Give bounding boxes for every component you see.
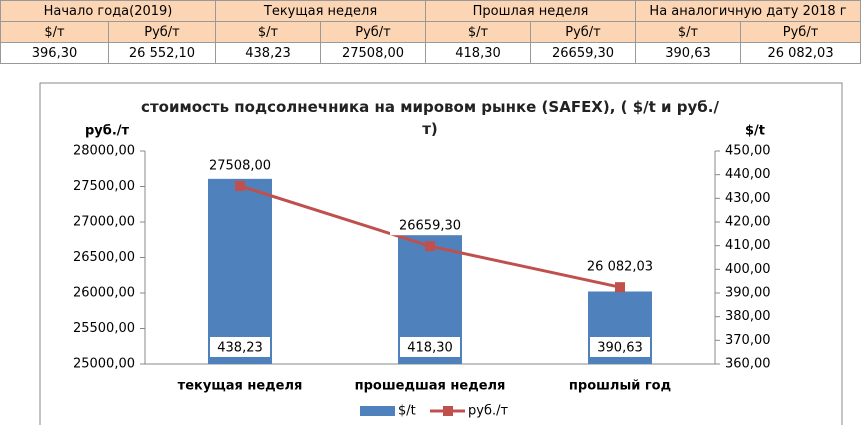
y-tick-label: 28000,00 (73, 144, 135, 159)
value-cell: 27508,00 (319, 42, 427, 64)
data-label: 418,30 (407, 341, 453, 356)
unit-cell: $/т (215, 21, 321, 43)
unit-cell: $/т (0, 21, 109, 43)
x-tick-label: текущая неделя (178, 379, 303, 394)
table-header: Начало года(2019) (0, 0, 216, 22)
table-header: Текущая неделя (214, 0, 427, 22)
y-tick-label: 26000,00 (73, 286, 135, 301)
y-tick-label: 27000,00 (73, 215, 135, 230)
value-cell: 396,30 (0, 42, 109, 64)
y2-tick-label: 390,00 (725, 286, 771, 301)
unit-cell: $/т (635, 21, 742, 43)
unit-cell: Руб/т (108, 21, 216, 43)
y2-tick-label: 450,00 (725, 144, 771, 159)
value-cell: 418,30 (425, 42, 532, 64)
y-tick-label: 25500,00 (73, 321, 135, 336)
value-cell: 26 552,10 (108, 42, 216, 64)
data-label: 438,23 (217, 341, 263, 356)
value-cell: 438,23 (215, 42, 321, 64)
y2-tick-label: 420,00 (725, 215, 771, 230)
x-tick-label: прошедшая неделя (355, 379, 506, 394)
legend-label: $/t (398, 404, 416, 419)
line-marker (425, 241, 435, 252)
data-label: 390,63 (597, 341, 643, 356)
price-table: Начало года(2019) Текущая неделя Прошлая н… (0, 0, 861, 64)
legend-swatch (443, 406, 453, 416)
table-header: Прошлая неделя (425, 0, 637, 22)
y2-tick-label: 370,00 (725, 333, 771, 348)
data-label-box (580, 256, 660, 277)
data-label-box (200, 154, 280, 175)
y2-axis-label: $/t (745, 124, 765, 139)
line-marker (235, 180, 245, 191)
unit-cell: $/т (425, 21, 532, 43)
value-cell: 26 082,03 (740, 42, 861, 64)
y-tick-label: 27500,00 (73, 179, 135, 194)
data-label-box (590, 337, 650, 357)
chart-title: стоимость подсолнечника на мировом рынке… (141, 98, 719, 138)
legend-label: руб./т (468, 404, 508, 419)
y2-tick-label: 380,00 (725, 309, 771, 324)
y2-tick-label: 410,00 (725, 238, 771, 253)
value-cell: 26659,30 (530, 42, 637, 64)
line-marker (615, 282, 625, 293)
data-label: 27508,00 (209, 158, 271, 173)
bar (208, 178, 272, 364)
y2-tick-label: 440,00 (725, 167, 771, 182)
y-axis-label: руб./т (85, 124, 130, 139)
value-cell: 390,63 (635, 42, 742, 64)
data-label-box (390, 215, 470, 236)
data-label-box (400, 337, 460, 357)
data-label: 26659,30 (399, 219, 461, 234)
y-tick-label: 26500,00 (73, 250, 135, 265)
y2-tick-label: 400,00 (725, 262, 771, 277)
y2-tick-label: 360,00 (725, 357, 771, 372)
y2-tick-label: 430,00 (725, 191, 771, 206)
data-label-box (210, 337, 270, 357)
data-label: 26 082,03 (587, 260, 653, 275)
x-tick-label: прошлый год (569, 379, 671, 394)
legend-swatch (360, 406, 395, 416)
y-tick-label: 25000,00 (73, 357, 135, 372)
